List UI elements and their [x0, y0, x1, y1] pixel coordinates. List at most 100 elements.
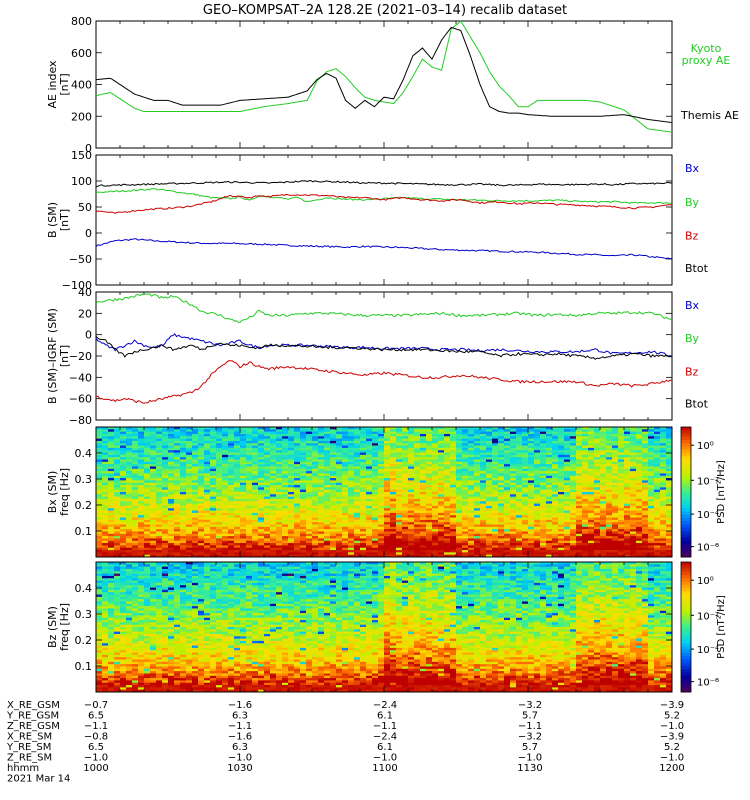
psd-cell	[288, 510, 295, 514]
psd-cell	[336, 510, 343, 514]
psd-cell	[468, 526, 475, 530]
psd-cell	[348, 498, 355, 502]
psd-cell	[516, 538, 523, 542]
psd-cell	[138, 464, 145, 467]
psd-cell	[354, 473, 361, 477]
psd-cell	[108, 501, 115, 505]
psd-cell	[378, 429, 385, 433]
psd-cell	[372, 550, 379, 553]
psd-cell	[294, 438, 301, 442]
psd-cell	[594, 489, 601, 493]
psd-cell	[366, 545, 373, 549]
psd-cell	[126, 536, 133, 539]
psd-cell	[282, 487, 289, 491]
psd-cell	[444, 473, 451, 477]
psd-cell	[114, 519, 121, 523]
psd-cell	[162, 494, 169, 498]
psd-cell	[558, 452, 565, 456]
psd-cell	[174, 480, 181, 484]
psd-cell	[600, 492, 607, 495]
psd-cell	[186, 427, 193, 430]
psd-cell	[264, 505, 271, 509]
psd-cell	[252, 552, 259, 556]
psd-cell	[396, 464, 403, 467]
psd-cell	[162, 554, 169, 558]
psd-cell	[498, 485, 505, 488]
psd-cell	[210, 524, 217, 528]
psd-cell	[180, 552, 187, 556]
psd-cell	[360, 517, 367, 521]
psd-cell	[216, 450, 223, 453]
psd-cell	[288, 464, 295, 467]
psd-cell	[336, 496, 343, 500]
psd-cell	[522, 471, 529, 474]
psd-cell	[162, 547, 169, 551]
psd-cell	[582, 545, 589, 549]
psd-cell	[360, 431, 367, 435]
psd-cell	[354, 438, 361, 442]
psd-cell	[252, 473, 259, 477]
psd-cell	[186, 501, 193, 505]
psd-cell	[354, 526, 361, 530]
psd-cell	[576, 517, 583, 521]
psd-cell	[216, 519, 223, 523]
psd-cell	[246, 485, 253, 488]
psd-cell	[366, 429, 373, 433]
psd-cell	[336, 464, 343, 467]
psd-cell	[210, 519, 217, 523]
psd-cell	[348, 489, 355, 493]
psd-cell	[216, 485, 223, 488]
psd-cell	[108, 543, 115, 546]
psd-cell	[420, 473, 427, 477]
psd-cell	[534, 526, 541, 530]
psd-cell	[384, 536, 391, 539]
psd-cell	[450, 427, 457, 430]
psd-cell	[228, 510, 235, 514]
psd-cell	[186, 468, 193, 472]
psd-cell	[588, 429, 595, 433]
psd-cell	[102, 552, 109, 556]
psd-cell	[528, 440, 535, 444]
psd-cell	[114, 445, 121, 449]
psd-cell	[96, 475, 103, 479]
psd-cell	[288, 450, 295, 453]
psd-cell	[162, 471, 169, 474]
psd-cell	[540, 464, 547, 467]
psd-cell	[180, 545, 187, 549]
psd-cell	[348, 427, 355, 430]
psd-cell	[276, 554, 283, 558]
psd-cell	[120, 522, 127, 525]
psd-cell	[372, 496, 379, 500]
psd-cell	[588, 550, 595, 553]
psd-cell	[552, 438, 559, 442]
psd-cell	[354, 447, 361, 451]
psd-cell	[96, 508, 103, 511]
psd-cell	[486, 461, 493, 465]
psd-cell	[264, 485, 271, 488]
psd-cell	[120, 438, 127, 442]
psd-cell	[318, 471, 325, 474]
psd-cell	[510, 540, 517, 544]
psd-cell	[108, 478, 115, 481]
psd-cell	[294, 501, 301, 505]
psd-cell	[348, 468, 355, 472]
psd-cell	[594, 512, 601, 516]
psd-cell	[540, 545, 547, 549]
psd-cell	[492, 515, 499, 518]
psd-cell	[198, 529, 205, 532]
psd-cell	[264, 438, 271, 442]
psd-cell	[342, 478, 349, 481]
psd-cell	[582, 538, 589, 542]
psd-cell	[336, 461, 343, 465]
psd-cell	[498, 443, 505, 446]
psd-cell	[336, 526, 343, 530]
psd-cell	[270, 550, 277, 553]
psd-cell	[156, 457, 163, 460]
psd-cell	[486, 515, 493, 518]
psd-cell	[162, 543, 169, 546]
psd-cell	[354, 492, 361, 495]
psd-cell	[390, 461, 397, 465]
psd-cell	[408, 440, 415, 444]
psd-cell	[360, 492, 367, 495]
psd-cell	[516, 501, 523, 505]
